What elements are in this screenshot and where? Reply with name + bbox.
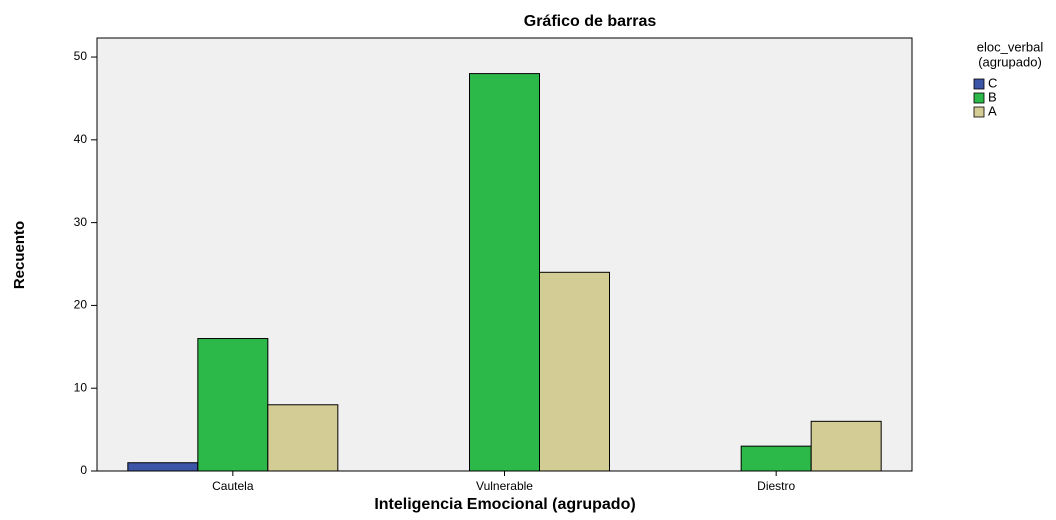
legend-swatch xyxy=(973,106,985,118)
y-tick-label: 50 xyxy=(74,49,88,63)
bar xyxy=(127,462,199,472)
legend-label: C xyxy=(988,75,997,90)
y-tick-label: 0 xyxy=(80,463,87,477)
x-axis-label: Inteligencia Emocional (agrupado) xyxy=(374,496,635,513)
x-tick-label: Cautela xyxy=(212,479,254,493)
legend-title: eloc_verbal xyxy=(977,39,1044,54)
legend-title: (agrupado) xyxy=(978,54,1042,69)
legend-label: A xyxy=(988,103,997,118)
x-tick-label: Vulnerable xyxy=(476,479,533,493)
chart-title: Gráfico de barras xyxy=(524,13,657,30)
x-tick-label: Diestro xyxy=(757,479,795,493)
bar xyxy=(267,404,339,472)
bar xyxy=(740,445,812,472)
bar xyxy=(197,338,269,472)
legend-swatch xyxy=(973,78,985,90)
legend-swatch xyxy=(973,92,985,104)
y-tick-label: 20 xyxy=(74,298,88,312)
legend-label: B xyxy=(988,89,997,104)
bar xyxy=(539,271,610,472)
y-axis-label: Recuento xyxy=(11,221,28,289)
y-tick-label: 10 xyxy=(74,380,88,394)
y-tick-label: 30 xyxy=(74,215,88,229)
bar xyxy=(810,420,882,472)
bar xyxy=(469,73,540,472)
y-tick-label: 40 xyxy=(74,132,88,146)
